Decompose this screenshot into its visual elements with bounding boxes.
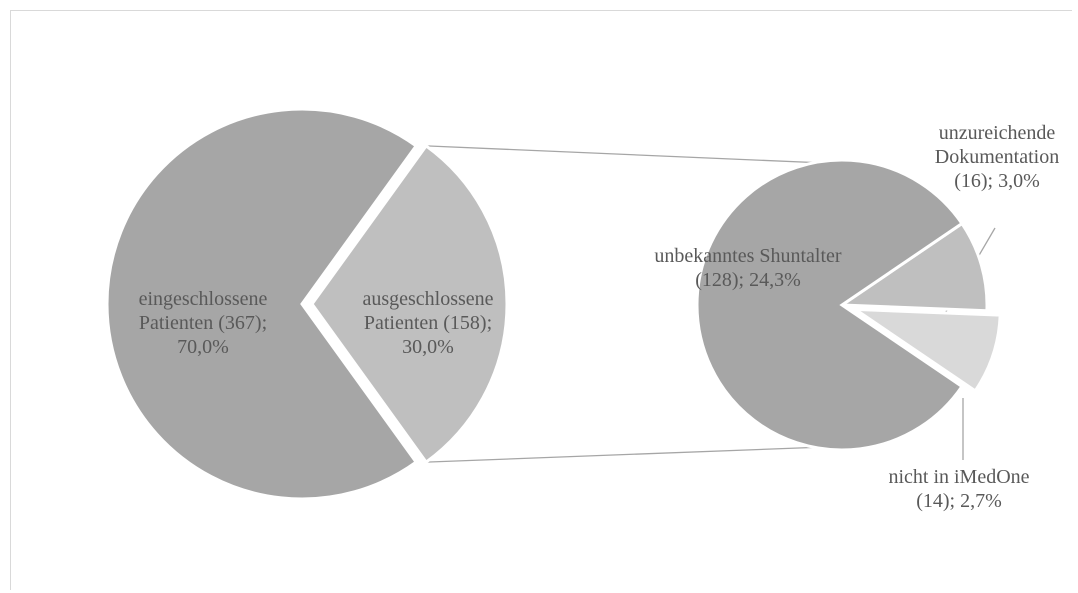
data-labels: eingeschlossene Patienten (367); 70,0% ausg… bbox=[139, 122, 1060, 512]
label-ausgeschlossene: ausgeschlossene Patienten (158); 30,0% bbox=[362, 288, 493, 358]
slice-unzureichende-dokumentation bbox=[837, 221, 989, 313]
slice-nicht-in-imedone bbox=[850, 307, 1002, 393]
slice-eingeschlossene bbox=[105, 107, 419, 501]
label-eingeschlossene: eingeschlossene Patienten (367); 70,0% bbox=[139, 288, 268, 358]
connector-bottom bbox=[426, 446, 826, 463]
connector-top bbox=[426, 145, 826, 164]
label-unzureichende-dokumentation: unzureichende Dokumentation (16); 3,0% bbox=[935, 122, 1059, 192]
label-unbekanntes-shuntalter: unbekanntes Shuntalter (128); 24,3% bbox=[654, 245, 842, 291]
slice-unbekanntes-shuntalter bbox=[695, 158, 965, 452]
label-nicht-in-imedone: nicht in iMedOne (14); 2,7% bbox=[888, 466, 1029, 512]
primary-pie bbox=[105, 107, 509, 501]
secondary-pie bbox=[695, 158, 1002, 452]
slice-ausgeschlossene bbox=[310, 143, 509, 465]
chart-frame bbox=[10, 10, 1072, 590]
